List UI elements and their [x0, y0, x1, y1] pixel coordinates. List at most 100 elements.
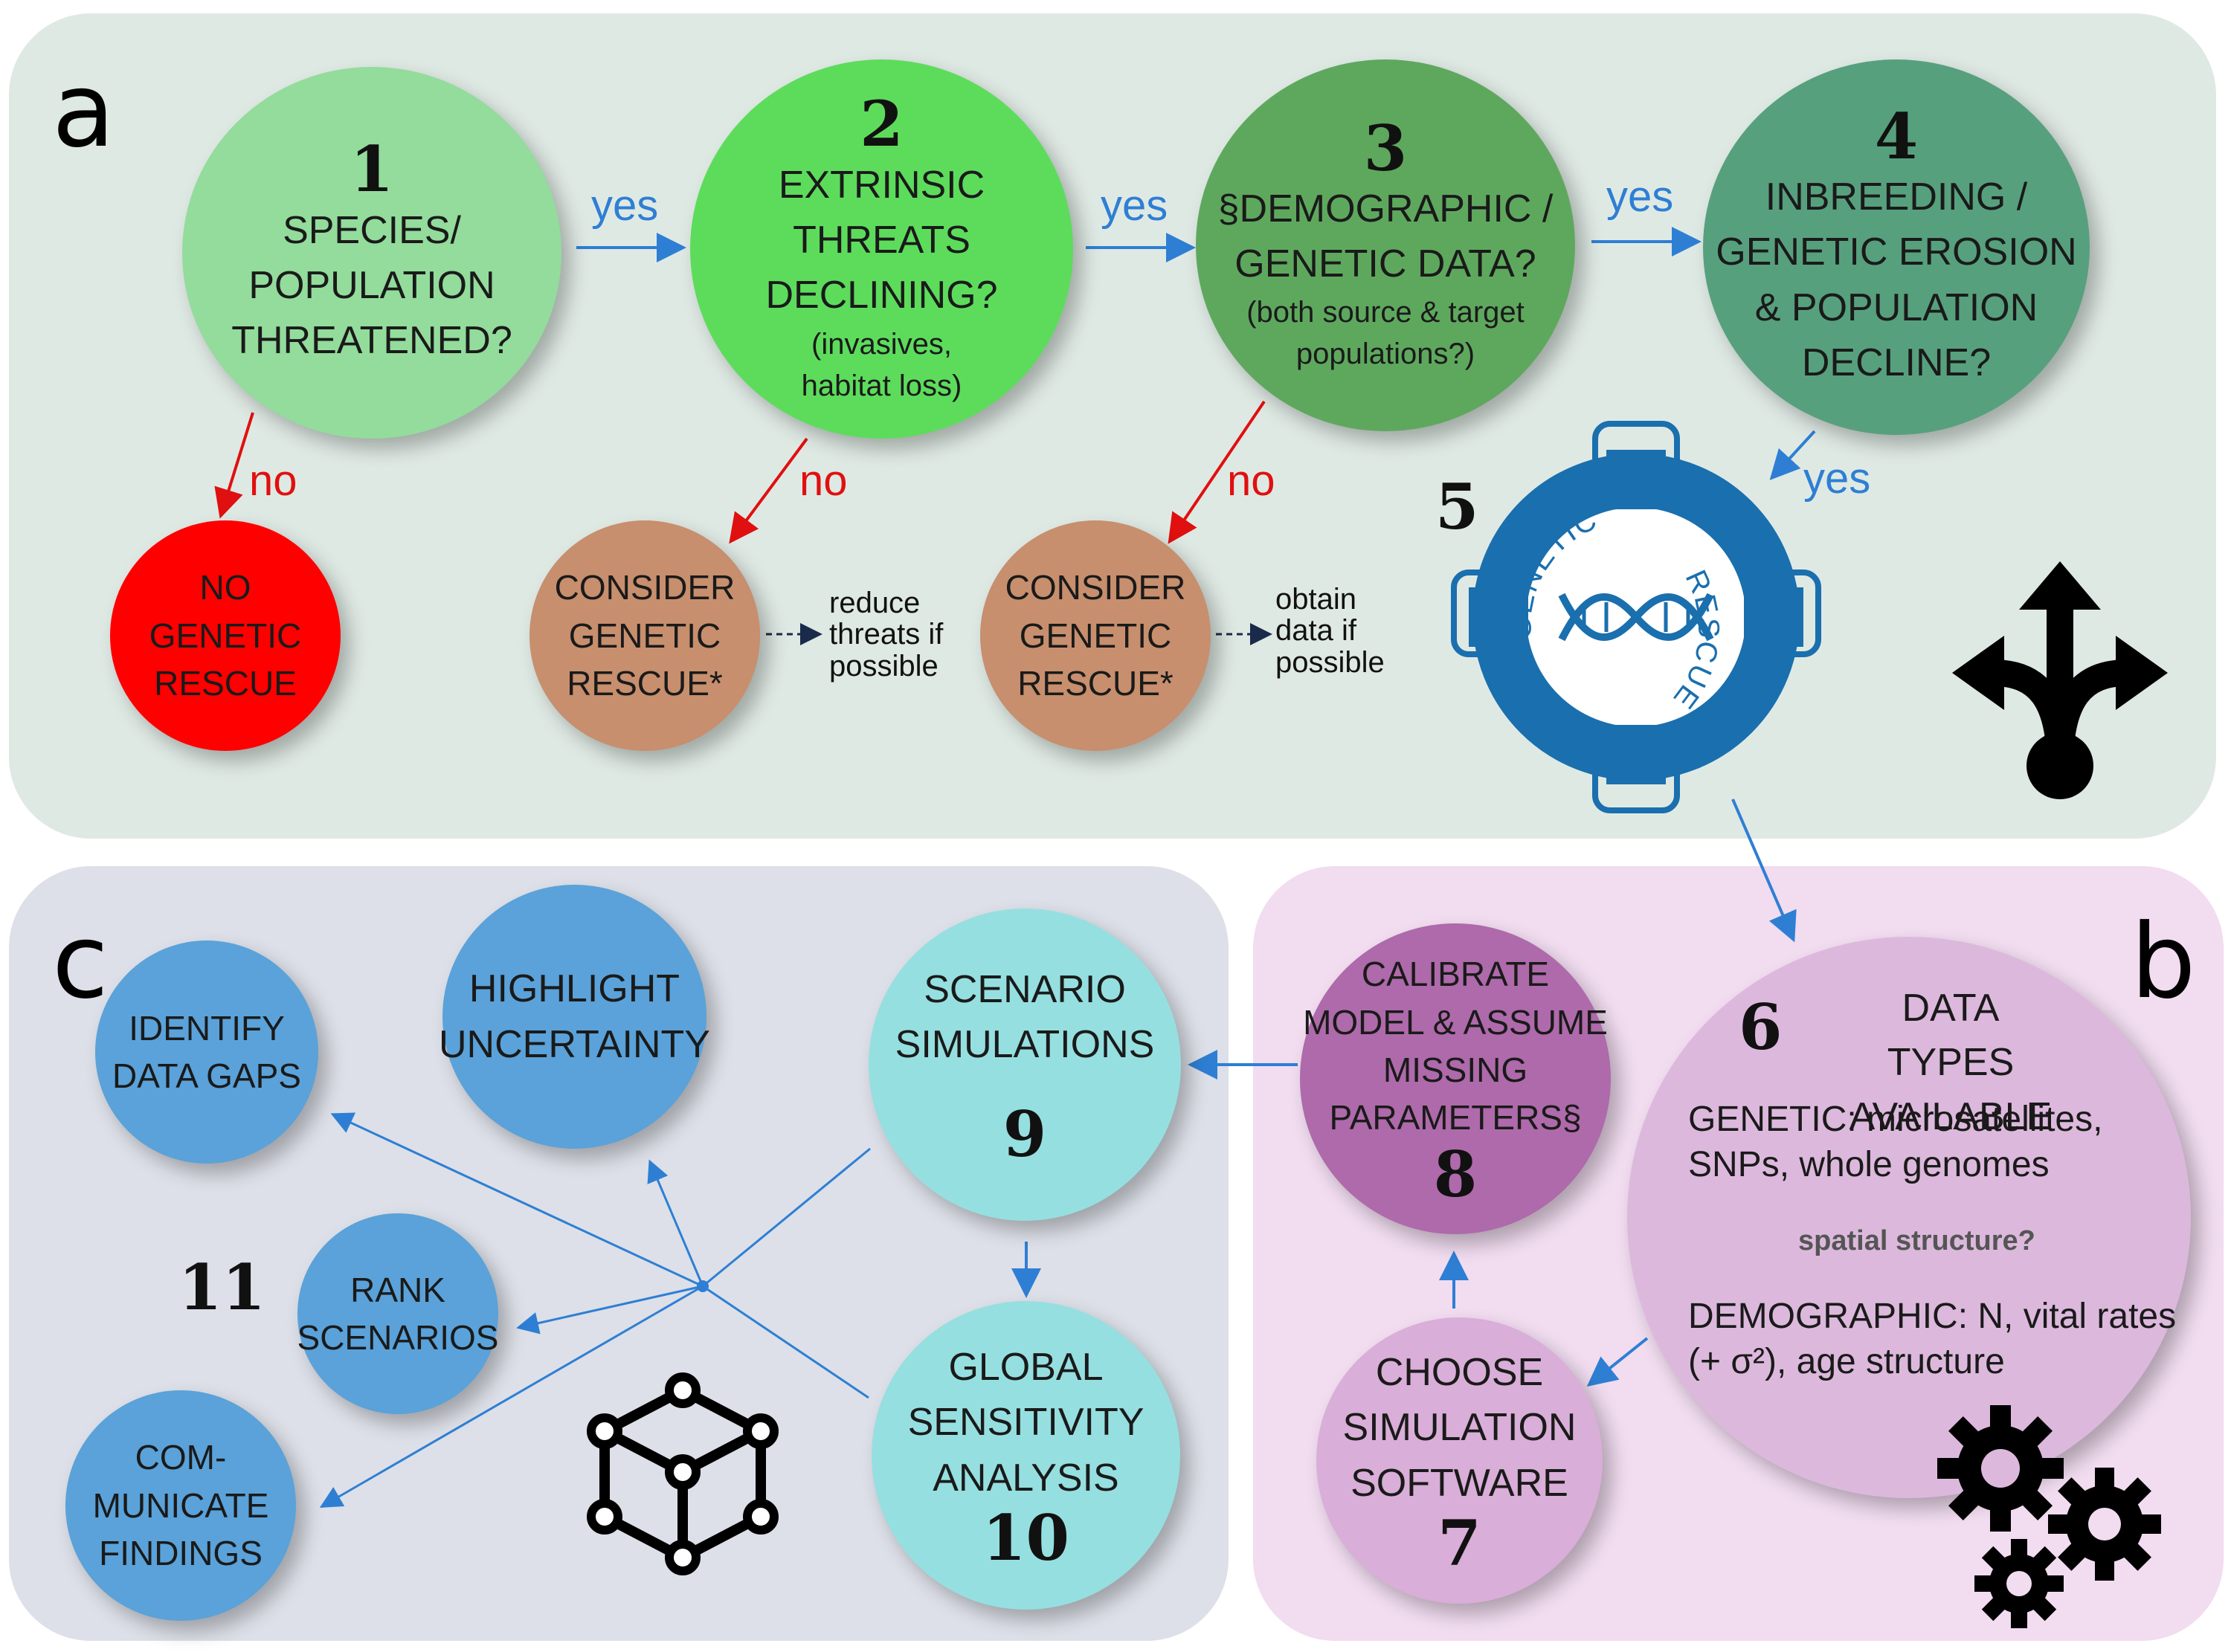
note-line: possible — [1275, 645, 1385, 679]
outcome-text-line: GENETIC — [149, 616, 302, 655]
panel-letter-c: c — [52, 902, 109, 1022]
note-line: obtain — [1275, 583, 1356, 616]
result-text-line: COM- — [135, 1438, 227, 1477]
demographic-line: (+ σ²), age structure — [1688, 1342, 2005, 1382]
step-6-number: 6 — [1739, 990, 1783, 1064]
step-text-line: GLOBAL — [948, 1345, 1104, 1389]
step-number: 4 — [1874, 99, 1919, 173]
step-text-line: PARAMETERS§ — [1329, 1098, 1582, 1138]
label-no-3: no — [1227, 456, 1275, 505]
panel-letter-a: a — [52, 51, 115, 170]
arrow-hub-to-highlight — [647, 1159, 704, 1287]
title-line: DATA TYPES — [1887, 987, 2015, 1084]
step-text-line: SPECIES/ — [283, 208, 461, 252]
arrow-hub-to-identify — [330, 1112, 704, 1288]
step-text-line: ANALYSIS — [933, 1456, 1119, 1500]
result-text-line: FINDINGS — [99, 1534, 263, 1573]
result-text-line: UNCERTAINTY — [439, 1022, 710, 1066]
result-identify-data-gaps: IDENTIFY DATA GAPS — [95, 940, 318, 1164]
genetic-line: GENETIC: microsatellites, — [1688, 1100, 2103, 1139]
arrow-4-to-5 — [1769, 430, 1816, 480]
step-text-line: THREATENED? — [231, 319, 512, 363]
outcome-text-line: RESCUE — [154, 664, 297, 703]
result-text-line: SCENARIOS — [297, 1318, 499, 1357]
step-text-line: SOFTWARE — [1350, 1461, 1568, 1505]
spatial-structure-label: spatial structure? — [1798, 1225, 2035, 1256]
arrow-2-to-consider — [729, 437, 808, 544]
step-6-demographic: DEMOGRAPHIC: N, vital rates (+ σ²), age … — [1688, 1294, 2176, 1385]
result-rank-scenarios: RANK SCENARIOS — [297, 1213, 498, 1414]
step-text-line: §DEMOGRAPHIC / — [1217, 187, 1554, 230]
step-1-threatened: 1 SPECIES/ POPULATION THREATENED? — [182, 67, 561, 439]
step-text-line: EXTRINSIC — [778, 163, 985, 207]
result-text-line: HIGHLIGHT — [469, 967, 680, 1011]
step-text-line: INBREEDING / — [1765, 175, 2028, 219]
step-subtext-line: (both source & target — [1246, 296, 1525, 329]
step-number: 3 — [1363, 111, 1408, 185]
result-text-line: MUNICATE — [92, 1485, 269, 1525]
network-cube-icon — [587, 1372, 779, 1575]
step-text-line: GENETIC DATA? — [1234, 242, 1536, 286]
outcome-consider-rescue-b: CONSIDER GENETIC RESCUE* — [980, 520, 1211, 751]
step-subtext-line: populations?) — [1295, 338, 1475, 371]
step-text-line: CHOOSE — [1375, 1350, 1544, 1394]
label-yes-2: yes — [1101, 181, 1168, 230]
outcome-text-line: CONSIDER — [1005, 568, 1186, 607]
step-text-line: MODEL & ASSUME — [1303, 1002, 1608, 1042]
result-text-line: IDENTIFY — [129, 1008, 285, 1048]
step-number: 10 — [982, 1500, 1069, 1575]
step-number: 7 — [1438, 1506, 1481, 1580]
step-11-number: 11 — [178, 1251, 265, 1324]
step-text-line: SIMULATIONS — [895, 1022, 1155, 1066]
step-text-line: MISSING — [1382, 1050, 1528, 1089]
step-10-sensitivity-analysis: GLOBAL SENSITIVITY ANALYSIS 10 — [872, 1301, 1180, 1610]
result-text-line: DATA GAPS — [112, 1056, 301, 1095]
step-6-data-types — [1627, 937, 2191, 1498]
arrow-hub-to-communicate — [319, 1285, 704, 1509]
line-10-to-hub — [702, 1285, 869, 1399]
step-subtext-line: habitat loss) — [801, 369, 962, 402]
step-9-scenario-simulations: SCENARIO SIMULATIONS 9 — [869, 909, 1181, 1221]
label-yes-1: yes — [591, 181, 659, 230]
note-line: threats if — [829, 618, 944, 651]
genetic-line: SNPs, whole genomes — [1688, 1145, 2050, 1185]
step-text-line: SENSITIVITY — [907, 1401, 1145, 1445]
demographic-line: DEMOGRAPHIC: N, vital rates — [1688, 1297, 2177, 1336]
label-no-2: no — [799, 456, 848, 505]
outcome-consider-rescue-a: CONSIDER GENETIC RESCUE* — [529, 520, 760, 751]
arrow-6-to-7 — [1586, 1337, 1649, 1387]
step-text-line: CALIBRATE — [1361, 955, 1550, 994]
step-3-data-available: 3 §DEMOGRAPHIC / GENETIC DATA? (both sou… — [1196, 59, 1575, 431]
outcome-text-line: NO — [199, 568, 251, 607]
step-number: 1 — [350, 132, 394, 207]
step-4-inbreeding: 4 INBREEDING / GENETIC EROSION & POPULAT… — [1703, 59, 2090, 435]
arrow-hub-to-rank — [516, 1285, 704, 1335]
step-6-title: DATA TYPES AVAILABLE — [1843, 981, 2058, 1143]
label-yes-3: yes — [1606, 172, 1674, 221]
arrow-3-to-consider — [1168, 400, 1266, 544]
note-reduce-threats: reduce threats if possible — [829, 587, 944, 683]
result-communicate-findings: COM- MUNICATE FINDINGS — [65, 1390, 296, 1621]
outcome-text-line: GENETIC — [568, 616, 721, 655]
step-text-line: THREATS — [793, 218, 970, 262]
step-number: 2 — [860, 87, 904, 161]
outcome-text-line: CONSIDER — [554, 568, 735, 607]
step-8-calibrate-model: CALIBRATE MODEL & ASSUME MISSING PARAMET… — [1300, 923, 1611, 1234]
life-ring-dna-icon: GENETIC RESCUE — [1451, 421, 1821, 813]
split-arrows-icon — [1952, 561, 2168, 799]
note-line: possible — [829, 649, 939, 683]
step-text-line: DECLINE? — [1801, 341, 1992, 384]
step-7-choose-software: CHOOSE SIMULATION SOFTWARE 7 — [1316, 1317, 1603, 1604]
step-text-line: SIMULATION — [1342, 1406, 1577, 1450]
note-line: data if — [1275, 614, 1356, 648]
arrow-5-to-6 — [1731, 798, 1797, 943]
step-5-number: 5 — [1435, 470, 1479, 543]
gears-icon — [1937, 1405, 2161, 1628]
step-number: 8 — [1433, 1137, 1478, 1211]
step-text-line: SCENARIO — [924, 967, 1126, 1011]
step-text-line: GENETIC EROSION — [1716, 230, 2077, 274]
outcome-no-genetic-rescue: NO GENETIC RESCUE — [110, 520, 341, 751]
outcome-text-line: GENETIC — [1019, 616, 1172, 655]
arrow-1-to-no — [214, 412, 254, 519]
line-9-to-hub — [702, 1147, 871, 1288]
